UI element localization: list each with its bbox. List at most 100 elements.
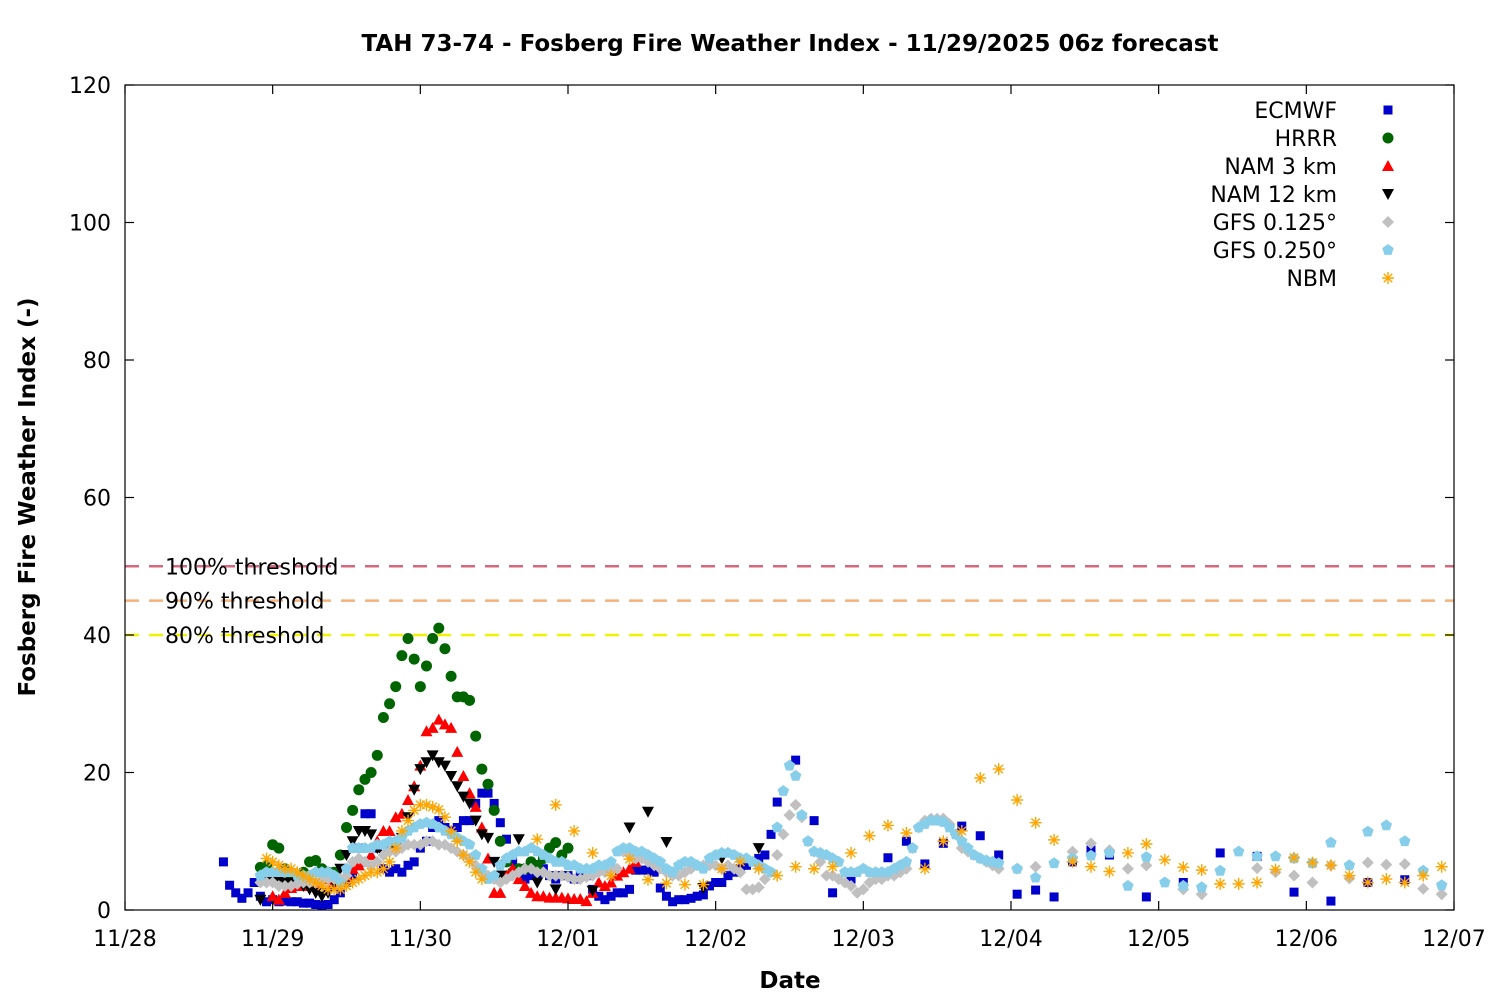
data-point xyxy=(489,798,499,808)
y-tick-label: 100 xyxy=(69,212,111,237)
data-point xyxy=(1269,850,1282,862)
data-point xyxy=(771,821,783,833)
legend-label: ECMWF xyxy=(1254,99,1337,124)
data-point xyxy=(488,869,500,881)
data-point xyxy=(605,855,617,867)
legend-label: NBM xyxy=(1286,267,1337,292)
x-axis-label: Date xyxy=(759,968,820,994)
data-point xyxy=(488,804,500,816)
data-point xyxy=(1288,869,1301,882)
legend-label: GFS 0.250° xyxy=(1213,239,1337,264)
data-point xyxy=(846,874,856,884)
data-point xyxy=(845,846,858,859)
data-point xyxy=(280,896,290,906)
data-point xyxy=(426,750,439,762)
y-tick-label: 40 xyxy=(83,624,111,649)
data-point xyxy=(272,893,285,905)
data-point xyxy=(1140,851,1153,862)
data-point xyxy=(723,871,733,881)
data-point xyxy=(323,900,333,909)
data-point xyxy=(272,879,285,892)
legend-label: NAM 3 km xyxy=(1224,155,1337,180)
data-point xyxy=(457,791,470,803)
data-point xyxy=(760,850,770,860)
data-point xyxy=(678,878,691,891)
data-point xyxy=(315,891,328,903)
data-point xyxy=(254,894,267,906)
data-point xyxy=(1435,860,1448,873)
data-point xyxy=(297,869,310,882)
data-point xyxy=(365,866,378,879)
data-point xyxy=(901,836,911,846)
data-point xyxy=(420,835,433,848)
data-point xyxy=(1289,887,1299,897)
data-point xyxy=(365,849,378,860)
data-point xyxy=(445,670,457,682)
data-point xyxy=(303,873,316,886)
data-point xyxy=(262,897,272,907)
data-point xyxy=(1398,857,1411,870)
data-point xyxy=(463,798,476,810)
data-point xyxy=(1195,864,1208,877)
data-point xyxy=(432,757,445,769)
data-point xyxy=(598,879,611,891)
data-point xyxy=(414,764,427,776)
data-point xyxy=(809,816,819,826)
data-point xyxy=(340,862,353,874)
data-point xyxy=(1066,845,1079,858)
data-point xyxy=(692,891,702,901)
data-point xyxy=(518,862,531,875)
data-point xyxy=(605,876,618,888)
x-tick-label: 12/07 xyxy=(1422,927,1485,952)
x-tick-label: 11/28 xyxy=(93,927,156,952)
data-point xyxy=(477,788,487,798)
legend-marker xyxy=(1382,216,1394,228)
data-point xyxy=(900,827,913,839)
data-point xyxy=(433,622,445,634)
x-tick-label: 12/06 xyxy=(1275,927,1338,952)
data-point xyxy=(298,898,308,908)
data-point xyxy=(1012,889,1022,899)
data-point xyxy=(1232,877,1245,890)
data-point xyxy=(432,713,445,725)
data-point xyxy=(317,900,327,910)
data-point xyxy=(802,835,814,847)
data-point xyxy=(495,818,505,828)
y-tick-label: 80 xyxy=(83,349,111,374)
data-point xyxy=(974,772,987,784)
data-point xyxy=(734,855,747,868)
data-point xyxy=(377,862,390,875)
data-point xyxy=(543,869,556,882)
data-point xyxy=(273,842,285,854)
legend-marker xyxy=(1382,189,1394,200)
data-point xyxy=(655,883,665,893)
data-point xyxy=(518,879,531,891)
data-point xyxy=(754,853,764,863)
data-point xyxy=(549,869,562,882)
data-point xyxy=(420,725,433,737)
legend-marker xyxy=(1383,105,1393,115)
data-point xyxy=(956,835,968,847)
data-point xyxy=(494,835,506,847)
data-point xyxy=(625,884,635,894)
data-point xyxy=(329,895,339,905)
data-point xyxy=(1084,837,1097,850)
data-point xyxy=(346,836,359,848)
data-point xyxy=(426,800,439,813)
data-point xyxy=(334,876,347,888)
y-tick-label: 120 xyxy=(69,74,111,99)
data-point xyxy=(512,834,525,846)
data-point xyxy=(420,757,433,769)
data-point xyxy=(631,865,641,875)
data-point xyxy=(771,849,784,861)
data-point xyxy=(309,887,322,899)
data-point xyxy=(272,859,285,872)
data-point xyxy=(352,859,365,871)
data-point xyxy=(1380,858,1393,871)
data-point xyxy=(426,721,439,733)
data-point xyxy=(752,881,765,894)
series-gfs-0-250- xyxy=(254,759,1448,893)
data-point xyxy=(266,855,279,868)
data-point xyxy=(1011,794,1024,806)
data-point xyxy=(1361,856,1374,869)
